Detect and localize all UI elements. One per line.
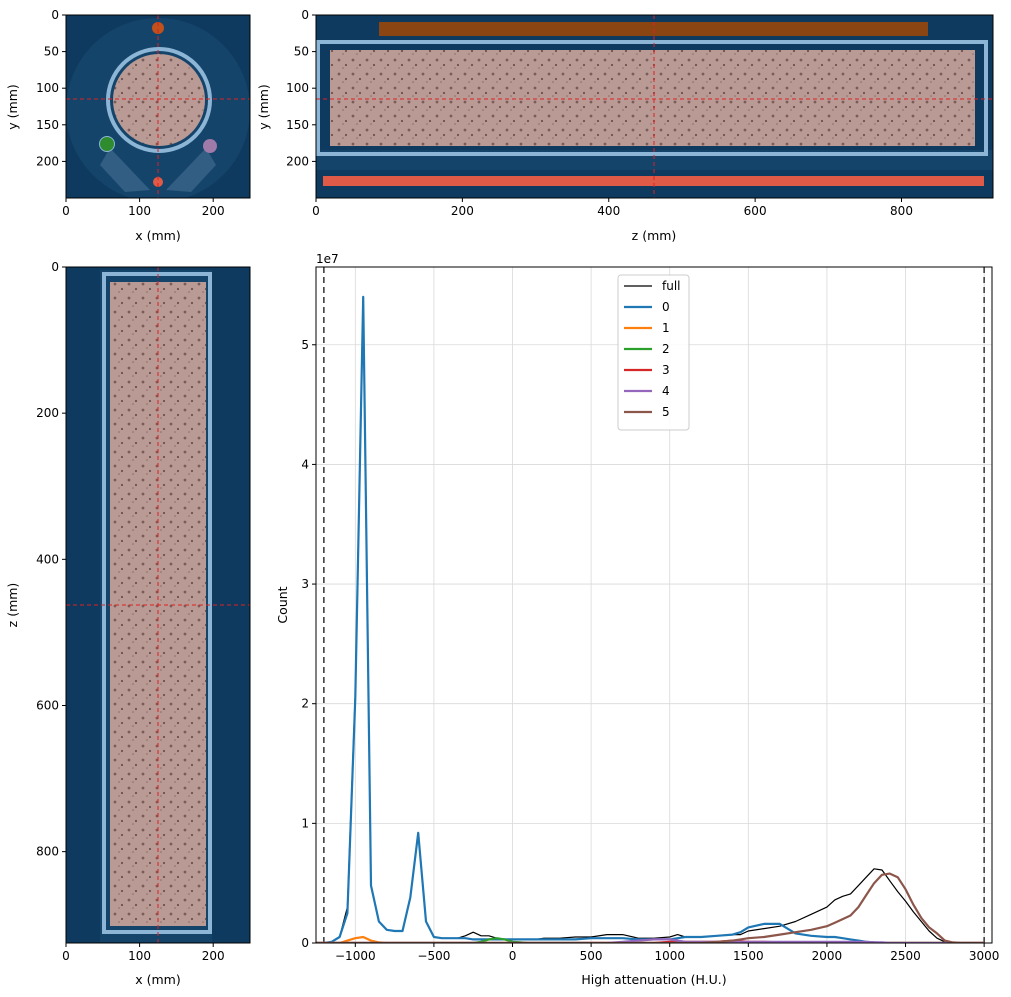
histogram-frame bbox=[315, 266, 993, 944]
axial-tube-wall bbox=[106, 47, 212, 153]
histogram-xtick-label: 2000 bbox=[812, 949, 843, 963]
axial-ylabel: y (mm) bbox=[5, 84, 20, 129]
histogram-xlabel: High attenuation (H.U.) bbox=[581, 972, 726, 987]
sagittal-ytick-label: 150 bbox=[286, 118, 309, 132]
coronal-ytick-label: 400 bbox=[36, 552, 59, 566]
legend-box bbox=[617, 274, 690, 431]
sagittal-ytick-label: 200 bbox=[286, 154, 309, 168]
legend-label-1: 1 bbox=[662, 321, 670, 335]
legend-label-4: 4 bbox=[662, 384, 670, 398]
sagittal-xtick-label: 400 bbox=[597, 204, 620, 218]
axial-ytick-label: 50 bbox=[44, 45, 59, 59]
axial-frame bbox=[65, 14, 251, 199]
axial-ytick-label: 150 bbox=[36, 118, 59, 132]
histogram-xtick-label: 1000 bbox=[654, 949, 685, 963]
coronal-xtick-label: 0 bbox=[62, 949, 70, 963]
axial-marker-red bbox=[153, 177, 163, 187]
histogram-ytick-label: 0 bbox=[301, 936, 309, 950]
coronal-xtick-label: 100 bbox=[128, 949, 151, 963]
legend-label-3: 3 bbox=[662, 363, 670, 377]
axial-panel: 0 100 200 0 50 100 150 200 x (mm) y (mm) bbox=[5, 8, 251, 243]
coronal-xtick-label: 200 bbox=[202, 949, 225, 963]
coronal-ytick-label: 800 bbox=[36, 845, 59, 859]
sagittal-frame bbox=[315, 14, 994, 199]
histogram-xtick-label: −1000 bbox=[335, 949, 376, 963]
histogram-ytick-label: 2 bbox=[301, 697, 309, 711]
axial-xlabel: x (mm) bbox=[135, 228, 180, 243]
sagittal-tube-wall bbox=[316, 40, 988, 156]
sagittal-ytick-label: 0 bbox=[301, 8, 309, 22]
sagittal-panel: 0 200 400 600 800 0 50 100 150 200 z (mm) y (mm) bbox=[256, 8, 994, 243]
legend-label-0: 0 bbox=[662, 300, 670, 314]
legend: full 0 1 2 3 4 5 bbox=[617, 274, 690, 431]
histogram-ytick-label: 1 bbox=[301, 816, 309, 830]
coronal-ytick-label: 200 bbox=[36, 406, 59, 420]
histogram-xtick-label: 2500 bbox=[890, 949, 921, 963]
axial-marker-purple bbox=[203, 139, 217, 153]
axial-marker-green bbox=[99, 136, 115, 152]
axial-marker-orange bbox=[152, 22, 164, 34]
axial-support-right bbox=[166, 148, 216, 192]
histogram-xtick-label: 500 bbox=[580, 949, 603, 963]
histogram-xtick-label: 1500 bbox=[733, 949, 764, 963]
sagittal-ylabel: y (mm) bbox=[256, 84, 271, 129]
histogram-offset-label: 1e7 bbox=[316, 252, 339, 266]
coronal-frame bbox=[65, 266, 251, 944]
axial-ytick-label: 100 bbox=[36, 81, 59, 95]
sagittal-xtick-label: 800 bbox=[890, 204, 913, 218]
histogram-ytick-label: 4 bbox=[301, 457, 309, 471]
sagittal-marker-red-rod bbox=[323, 176, 984, 186]
histogram-xtick-label: 0 bbox=[509, 949, 517, 963]
sagittal-xtick-label: 600 bbox=[744, 204, 767, 218]
axial-xtick-label: 200 bbox=[202, 204, 225, 218]
axial-ytick-label: 200 bbox=[36, 154, 59, 168]
axial-xtick-label: 0 bbox=[62, 204, 70, 218]
legend-label-full: full bbox=[662, 279, 681, 293]
series-line-5 bbox=[316, 872, 985, 943]
sagittal-xtick-label: 0 bbox=[312, 204, 320, 218]
histogram-ytick-label: 5 bbox=[301, 338, 309, 352]
legend-label-2: 2 bbox=[662, 342, 670, 356]
coronal-ytick-label: 600 bbox=[36, 698, 59, 712]
histogram-ytick-label: 3 bbox=[301, 577, 309, 591]
coronal-panel: 0 100 200 0 200 400 600 800 x (mm) z (mm) bbox=[5, 260, 251, 987]
histogram-ylabel: Count bbox=[275, 586, 290, 623]
axial-xtick-label: 100 bbox=[128, 204, 151, 218]
sagittal-xlabel: z (mm) bbox=[632, 228, 677, 243]
sagittal-ytick-label: 100 bbox=[286, 81, 309, 95]
coronal-xlabel: x (mm) bbox=[135, 972, 180, 987]
legend-label-5: 5 bbox=[662, 405, 670, 419]
coronal-tube-wall bbox=[102, 272, 212, 934]
sagittal-xtick-label: 200 bbox=[451, 204, 474, 218]
histogram-xtick-label: 3000 bbox=[969, 949, 1000, 963]
coronal-ytick-label: 0 bbox=[51, 260, 59, 274]
histogram-xtick-label: −500 bbox=[417, 949, 450, 963]
axial-ytick-label: 0 bbox=[51, 8, 59, 22]
sagittal-sample bbox=[330, 50, 975, 146]
axial-support-left bbox=[100, 148, 150, 192]
coronal-ylabel: z (mm) bbox=[5, 583, 20, 628]
histogram-panel: −1000 −500 0 500 1000 1500 2000 2500 3000012345 … bbox=[275, 252, 999, 987]
sagittal-ytick-label: 50 bbox=[294, 45, 309, 59]
axial-sample bbox=[113, 54, 205, 146]
